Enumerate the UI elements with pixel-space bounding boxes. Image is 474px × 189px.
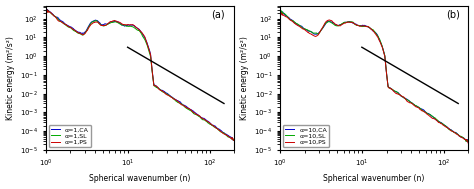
α=10,CA [413,105,419,107]
α=10,PS [396,93,402,96]
α=10,SL [465,140,471,142]
α=10,SL [415,106,420,108]
α=1,CA [104,23,110,25]
α=10,SL [352,23,358,26]
Line: α=1,PS: α=1,PS [46,9,234,141]
Legend: α=10,CA, α=10,SL, α=10,PS: α=10,CA, α=10,SL, α=10,PS [283,125,329,147]
α=10,CA [300,26,305,29]
α=1,PS [43,8,48,10]
Line: α=1,SL: α=1,SL [46,7,234,140]
Line: α=10,CA: α=10,CA [280,10,468,143]
α=10,SL [396,93,402,95]
α=10,PS [300,28,306,30]
α=1,CA [180,104,185,106]
X-axis label: Spherical wavenumber (n): Spherical wavenumber (n) [89,174,191,184]
α=10,CA [414,105,420,107]
α=10,PS [352,23,358,25]
α=1,PS [104,23,110,26]
α=10,PS [415,106,420,108]
α=10,CA [465,142,471,144]
Text: (b): (b) [446,10,460,20]
Text: (a): (a) [211,10,225,20]
α=10,SL [339,23,345,25]
α=1,CA [231,139,237,141]
α=10,PS [465,143,471,145]
α=1,SL [104,23,110,26]
α=1,PS [162,91,167,94]
α=1,PS [65,25,71,28]
Line: α=1,CA: α=1,CA [46,8,234,140]
α=1,SL [231,139,237,141]
Legend: α=1,CA, α=1,SL, α=1,PS: α=1,CA, α=1,SL, α=1,PS [49,125,91,147]
α=1,SL [65,26,71,28]
α=10,PS [414,106,419,108]
α=10,CA [352,22,357,25]
α=1,SL [180,104,185,106]
α=1,SL [118,23,123,25]
α=1,PS [180,104,185,106]
α=10,SL [414,105,419,107]
α=1,CA [43,7,48,9]
α=10,PS [339,23,345,26]
Line: α=10,PS: α=10,PS [280,12,468,144]
X-axis label: Spherical wavenumber (n): Spherical wavenumber (n) [323,174,425,184]
α=10,PS [278,11,283,13]
α=1,PS [118,22,123,24]
Y-axis label: Kinetic energy (m²/s²): Kinetic energy (m²/s²) [240,36,249,120]
α=1,SL [230,139,236,141]
α=1,CA [65,25,71,27]
Y-axis label: Kinetic energy (m²/s²): Kinetic energy (m²/s²) [6,36,15,120]
α=1,SL [162,91,167,94]
α=10,CA [277,9,283,11]
α=1,CA [162,90,167,93]
α=10,SL [465,140,471,143]
α=1,PS [231,139,237,142]
α=10,PS [277,12,283,14]
α=1,CA [118,22,123,25]
α=1,PS [179,104,184,106]
α=1,SL [43,6,48,9]
α=1,SL [179,103,184,105]
α=1,CA [230,139,236,142]
α=10,SL [278,9,283,12]
α=1,CA [179,103,184,105]
α=1,PS [231,139,237,142]
α=10,SL [300,27,306,29]
Line: α=10,SL: α=10,SL [280,10,468,142]
α=10,SL [277,10,283,12]
α=10,CA [338,23,344,26]
α=10,CA [396,92,401,94]
